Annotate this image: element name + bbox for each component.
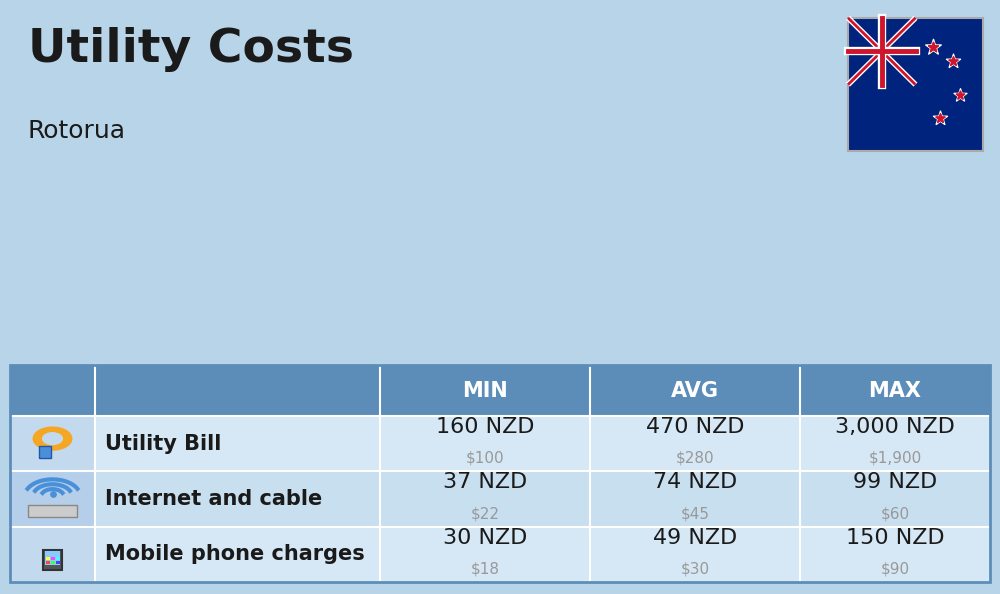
Circle shape xyxy=(43,433,62,444)
Bar xyxy=(10,416,95,471)
Bar xyxy=(43,551,62,570)
Text: 49 NZD: 49 NZD xyxy=(653,527,737,548)
Bar xyxy=(10,365,990,582)
Bar xyxy=(95,527,990,582)
Text: 470 NZD: 470 NZD xyxy=(646,417,744,437)
Text: Internet and cable: Internet and cable xyxy=(105,489,322,509)
Bar xyxy=(51,557,55,560)
Text: $100: $100 xyxy=(466,451,504,466)
Bar xyxy=(95,416,990,471)
Text: 74 NZD: 74 NZD xyxy=(653,472,737,492)
Text: MIN: MIN xyxy=(462,381,508,400)
Bar xyxy=(56,561,60,564)
Point xyxy=(932,113,948,123)
Point xyxy=(952,90,968,100)
Bar xyxy=(848,18,983,151)
Bar xyxy=(46,557,50,560)
Bar xyxy=(45,551,60,565)
Point xyxy=(932,113,948,123)
Text: Rotorua: Rotorua xyxy=(28,119,126,143)
Text: 150 NZD: 150 NZD xyxy=(846,527,944,548)
Bar xyxy=(10,527,95,582)
Bar xyxy=(10,365,990,416)
Point xyxy=(945,56,961,65)
Text: 37 NZD: 37 NZD xyxy=(443,472,527,492)
Text: MAX: MAX xyxy=(868,381,922,400)
Text: $90: $90 xyxy=(880,562,910,577)
Bar xyxy=(28,505,77,517)
Text: $45: $45 xyxy=(680,506,710,522)
Text: 99 NZD: 99 NZD xyxy=(853,472,937,492)
Point xyxy=(925,43,941,52)
Bar xyxy=(10,365,990,582)
Point xyxy=(952,90,968,100)
Bar xyxy=(46,561,50,564)
Bar xyxy=(95,471,990,527)
Text: $60: $60 xyxy=(880,506,910,522)
Text: 3,000 NZD: 3,000 NZD xyxy=(835,417,955,437)
Text: 30 NZD: 30 NZD xyxy=(443,527,527,548)
Point xyxy=(925,43,941,52)
Point xyxy=(925,43,941,52)
Point xyxy=(945,56,961,65)
Text: $280: $280 xyxy=(676,451,714,466)
Text: Utility Bill: Utility Bill xyxy=(105,434,221,454)
Bar xyxy=(10,471,95,527)
Point xyxy=(945,56,961,65)
Bar xyxy=(51,561,55,564)
Text: AVG: AVG xyxy=(671,381,719,400)
Text: $18: $18 xyxy=(471,562,500,577)
Text: $30: $30 xyxy=(680,562,710,577)
Point xyxy=(44,489,60,499)
Point xyxy=(952,90,968,100)
Bar xyxy=(56,557,60,560)
Point xyxy=(932,113,948,123)
Text: $1,900: $1,900 xyxy=(868,451,922,466)
Text: $22: $22 xyxy=(471,506,500,522)
Text: Mobile phone charges: Mobile phone charges xyxy=(105,544,365,564)
Bar xyxy=(39,446,51,458)
Text: 160 NZD: 160 NZD xyxy=(436,417,534,437)
Text: Utility Costs: Utility Costs xyxy=(28,27,354,72)
Circle shape xyxy=(33,427,72,450)
